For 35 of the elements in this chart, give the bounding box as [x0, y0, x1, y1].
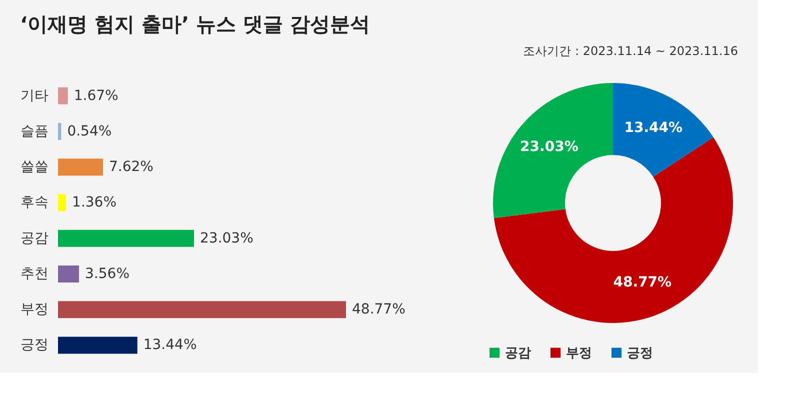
data-label: 0.54%	[67, 123, 112, 140]
data-label: 1.67%	[74, 88, 118, 104]
data-label: 3.56%	[85, 266, 130, 282]
bar	[58, 301, 346, 318]
data-label: 7.62%	[109, 159, 154, 176]
legend-label: 부정	[566, 346, 592, 361]
chart-title: ‘이재명 험지 출마’ 뉴스 댓글 감성분석	[20, 12, 370, 36]
y-tick-label: 추천	[20, 266, 48, 282]
y-tick-label: 긍정	[20, 337, 48, 354]
data-label: 13.44%	[624, 120, 683, 136]
y-tick-label: 기타	[20, 88, 48, 104]
bar	[58, 265, 80, 282]
donut-slice	[494, 137, 733, 323]
data-label: 1.36%	[72, 194, 117, 211]
bar	[58, 122, 62, 140]
y-tick-label: 후속	[20, 194, 48, 211]
bar	[58, 87, 68, 104]
data-label: 23.03%	[200, 230, 254, 246]
bar	[58, 336, 138, 354]
bar	[58, 158, 103, 176]
data-label: 13.44%	[143, 337, 197, 354]
legend-label: 긍정	[627, 346, 653, 361]
donut-slice	[613, 83, 714, 177]
data-label: 48.77%	[613, 274, 672, 291]
text: 조사기간 : 2023.11.14 ~ 2023.11.16	[523, 44, 738, 58]
donut-slice	[493, 83, 613, 218]
bar	[58, 194, 66, 212]
data-label: 23.03%	[520, 138, 578, 155]
y-tick-label: 슬픔	[20, 123, 48, 140]
bar	[58, 230, 194, 247]
data-label: 48.77%	[352, 302, 406, 318]
y-tick-label: 공감	[20, 230, 48, 246]
y-tick-label: 쓸쓸	[20, 159, 48, 176]
y-tick-label: 부정	[20, 302, 48, 318]
legend-label: 공감	[505, 346, 531, 361]
